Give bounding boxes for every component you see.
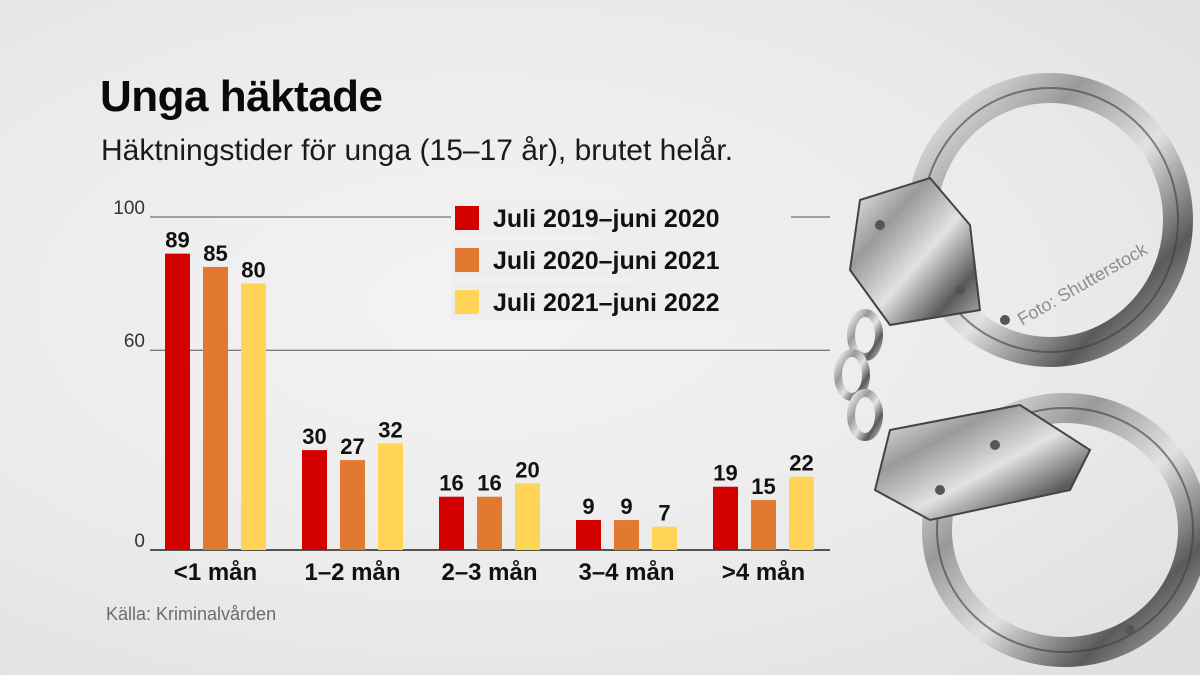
category-label: <1 mån bbox=[174, 559, 257, 586]
bar bbox=[652, 526, 677, 550]
bars bbox=[165, 253, 814, 550]
data-label: 20 bbox=[515, 457, 539, 482]
category-label: 3–4 mån bbox=[578, 559, 674, 586]
chart-title: Unga häktade bbox=[100, 72, 383, 121]
data-label: 16 bbox=[477, 471, 501, 496]
bar bbox=[439, 496, 464, 550]
bar bbox=[614, 520, 639, 550]
bar bbox=[203, 266, 228, 550]
category-label: >4 mån bbox=[722, 559, 805, 586]
category-label: 2–3 mån bbox=[441, 559, 537, 586]
y-tick-label: 0 bbox=[134, 531, 145, 552]
bar bbox=[751, 500, 776, 550]
data-label: 80 bbox=[241, 258, 265, 283]
data-label: 89 bbox=[165, 228, 189, 253]
bar bbox=[340, 460, 365, 550]
data-label: 85 bbox=[203, 241, 227, 266]
legend-label: Juli 2019–juni 2020 bbox=[493, 205, 720, 233]
data-label: 15 bbox=[751, 474, 775, 499]
bar bbox=[302, 450, 327, 550]
bar bbox=[477, 496, 502, 550]
handcuffs-photo bbox=[834, 73, 1200, 667]
legend-swatch bbox=[455, 290, 479, 314]
data-label: 19 bbox=[713, 461, 737, 486]
data-label: 22 bbox=[789, 451, 813, 476]
legend-label: Juli 2020–juni 2021 bbox=[493, 247, 720, 275]
bar bbox=[576, 520, 601, 550]
data-label: 32 bbox=[378, 417, 402, 442]
data-label: 27 bbox=[340, 434, 364, 459]
y-tick-label: 60 bbox=[124, 331, 145, 352]
bar bbox=[378, 443, 403, 550]
legend: Juli 2019–juni 2020 Juli 2020–juni 2021 Ju… bbox=[451, 198, 791, 320]
y-tick-label: 100 bbox=[113, 198, 145, 219]
legend-swatch bbox=[455, 206, 479, 230]
data-label: 9 bbox=[620, 494, 632, 519]
category-label: 1–2 mån bbox=[304, 559, 400, 586]
bar bbox=[789, 476, 814, 550]
bar bbox=[165, 253, 190, 550]
legend-backdrop bbox=[451, 198, 791, 236]
legend-label: Juli 2021–juni 2022 bbox=[493, 289, 720, 317]
bar bbox=[241, 283, 266, 550]
labels: 89 85 80 <1 mån 30 27 32 1–2 mån 16 16 20 2–3 mån 9 9… bbox=[165, 228, 813, 586]
data-label: 16 bbox=[439, 471, 463, 496]
legend-swatch bbox=[455, 248, 479, 272]
data-label: 7 bbox=[658, 501, 670, 526]
legend-backdrop bbox=[451, 240, 791, 278]
chart-subtitle: Häktningstider för unga (15–17 år), brut… bbox=[101, 134, 734, 167]
legend-backdrop bbox=[451, 282, 791, 320]
data-label: 9 bbox=[582, 494, 594, 519]
bar bbox=[515, 483, 540, 550]
source-note: Källa: Kriminalvården bbox=[106, 604, 277, 624]
bar bbox=[713, 486, 738, 550]
data-label: 30 bbox=[302, 424, 326, 449]
